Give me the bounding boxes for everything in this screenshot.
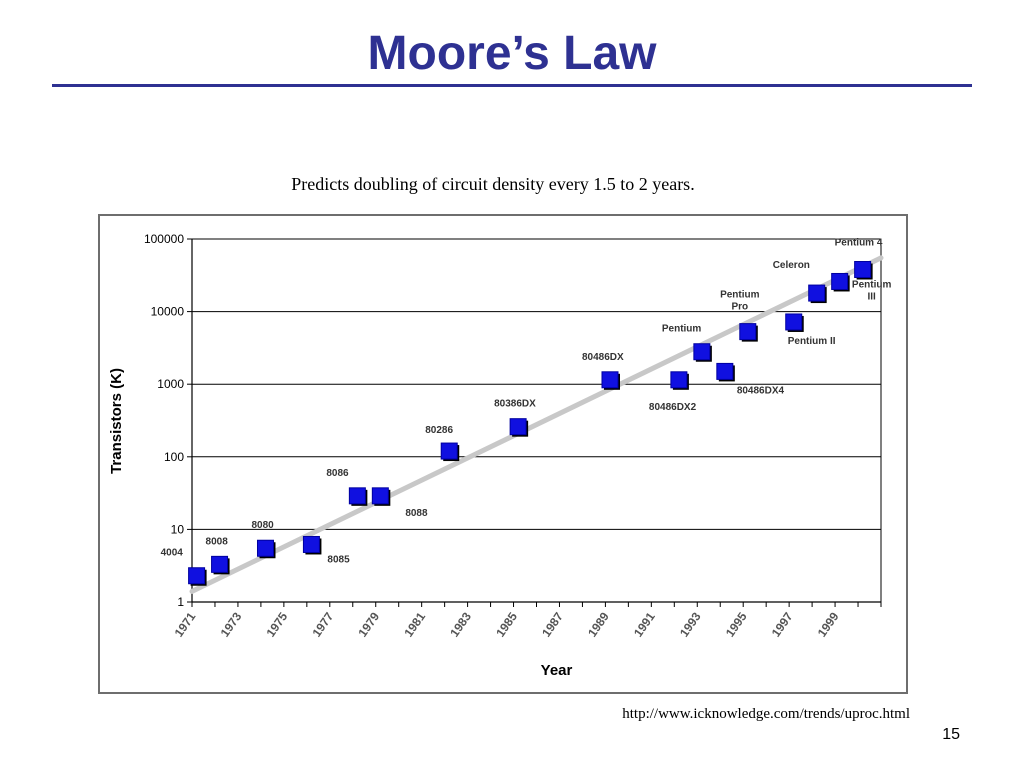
chart-frame: 1 10 100 1000 10000 100000 1971 1973 1975 1977 197… xyxy=(98,214,908,694)
data-point xyxy=(739,323,757,341)
data-point xyxy=(188,567,206,585)
x-tick-label: 1993 xyxy=(677,609,704,639)
x-tick-label: 1997 xyxy=(769,609,796,639)
y-tick-label: 10000 xyxy=(151,305,185,319)
chart-subtitle: Predicts doubling of circuit density eve… xyxy=(291,174,695,194)
source-url: http://www.icknowledge.com/trends/uproc.… xyxy=(622,706,910,722)
data-point xyxy=(348,487,366,505)
data-point xyxy=(854,261,872,279)
x-tick-label: 1973 xyxy=(218,609,245,639)
title-divider xyxy=(52,84,972,87)
data-label: Pentium xyxy=(662,324,702,335)
data-point xyxy=(601,371,619,389)
x-tick-label: 1975 xyxy=(264,609,291,639)
data-label: 8008 xyxy=(206,536,229,547)
data-label: Pentium 4 xyxy=(835,238,883,249)
data-label: 80486DX4 xyxy=(737,385,785,396)
data-point xyxy=(371,487,389,505)
data-point xyxy=(716,362,734,380)
y-tick-label: 1 xyxy=(177,595,184,609)
data-point xyxy=(211,555,229,573)
y-tick-label: 10 xyxy=(171,522,185,536)
data-label: 80286 xyxy=(425,425,453,436)
data-label: 4004 xyxy=(161,548,184,559)
data-label: 8080 xyxy=(251,520,274,531)
slide-number: 15 xyxy=(942,726,960,743)
x-axis-title: Year xyxy=(541,662,573,679)
data-point xyxy=(831,272,849,290)
x-tick-label: 1971 xyxy=(172,609,199,639)
y-tick-label: 100 xyxy=(164,450,184,464)
y-tick-label: 100000 xyxy=(144,232,184,246)
data-label: Celeron xyxy=(773,260,810,271)
data-label: 8085 xyxy=(327,554,350,565)
trend-line xyxy=(189,255,884,594)
x-tick-label: 1999 xyxy=(815,609,842,639)
x-tick-label: 1991 xyxy=(631,609,658,639)
data-point xyxy=(670,371,688,389)
slide-title: Moore’s Law xyxy=(367,27,657,80)
data-point xyxy=(302,535,320,553)
y-axis-title: Transistors (K) xyxy=(108,368,125,474)
data-label: Pentium III xyxy=(852,279,892,302)
data-label: 8088 xyxy=(405,508,428,519)
data-point xyxy=(256,539,274,557)
data-label: Pentium Pro xyxy=(720,290,760,313)
moores-law-chart: 1 10 100 1000 10000 100000 1971 1973 1975 1977 197… xyxy=(108,232,892,679)
x-tick-label: 1981 xyxy=(401,609,428,639)
x-tick-label: 1995 xyxy=(723,609,750,639)
x-tick-label: 1989 xyxy=(585,609,612,639)
data-label: 80486DX xyxy=(582,352,624,363)
data-point xyxy=(785,313,803,331)
data-label: 80486DX2 xyxy=(649,402,697,413)
data-point xyxy=(509,418,527,436)
x-tick-label: 1985 xyxy=(493,609,520,639)
data-label: 8086 xyxy=(326,468,349,479)
x-tick-label: 1983 xyxy=(447,609,474,639)
data-point xyxy=(693,343,711,361)
x-tick-label: 1987 xyxy=(539,609,566,639)
x-tick-label: 1979 xyxy=(355,609,382,639)
data-point xyxy=(440,442,458,460)
y-tick-label: 1000 xyxy=(157,377,184,391)
data-point xyxy=(808,284,826,302)
data-label: Pentium II xyxy=(788,336,836,347)
data-label: 80386DX xyxy=(494,399,536,410)
x-tick-label: 1977 xyxy=(309,609,336,639)
